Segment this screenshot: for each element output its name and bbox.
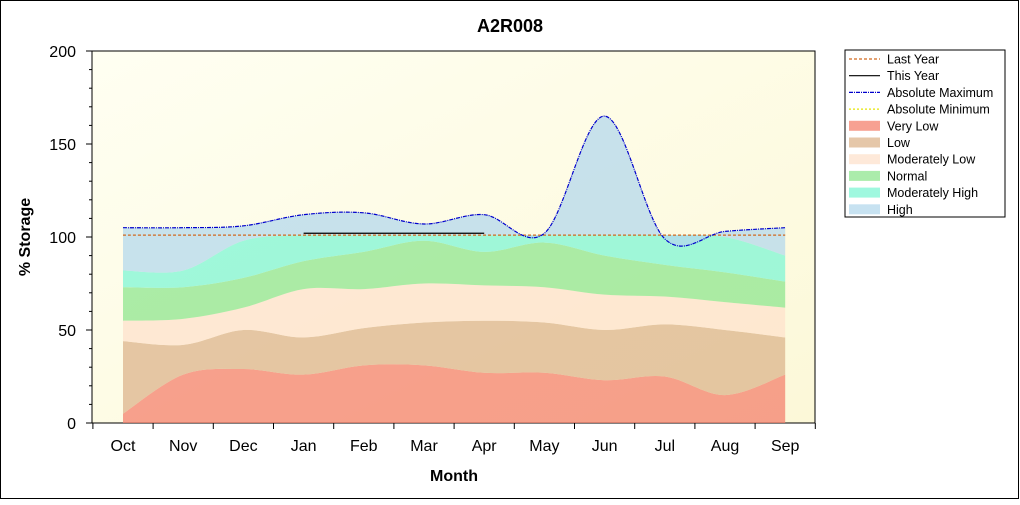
x-tick-label: Jul [655, 438, 675, 455]
band-area [123, 234, 786, 288]
y-tick-label: 50 [58, 323, 76, 340]
legend-swatch [849, 154, 880, 165]
legend-label: Absolute Maximum [887, 86, 993, 100]
x-tick-label: Jan [291, 438, 317, 455]
chart-title: A2R008 [477, 16, 543, 36]
x-tick-label: Dec [229, 438, 257, 455]
x-tick-label: Aug [711, 438, 739, 455]
legend-label: Low [887, 136, 911, 150]
legend-label: High [887, 203, 913, 217]
legend-label: This Year [887, 69, 939, 83]
y-tick-label: 200 [49, 44, 76, 61]
band-area [123, 320, 786, 414]
y-axis-label: % Storage [17, 198, 34, 276]
legend-label: Absolute Minimum [887, 103, 990, 117]
band-area [123, 283, 786, 346]
legend-swatch [849, 170, 880, 181]
x-tick-label: Sep [771, 438, 800, 455]
legend-swatch [849, 120, 880, 131]
legend-swatch [849, 187, 880, 198]
legend-label: Normal [887, 169, 927, 183]
y-tick-label: 0 [67, 416, 76, 433]
x-tick-label: May [529, 438, 559, 455]
band-area [123, 240, 786, 321]
x-tick-label: Nov [169, 438, 197, 455]
x-axis-label: Month [430, 468, 478, 485]
legend-label: Moderately High [887, 186, 978, 200]
legend-swatch [849, 137, 880, 148]
y-tick-label: 100 [49, 230, 76, 247]
x-tick-label: Jun [592, 438, 618, 455]
band-area [123, 364, 786, 423]
legend-label: Moderately Low [887, 153, 976, 167]
x-tick-label: Oct [111, 438, 136, 455]
plot [122, 115, 786, 423]
band-area [123, 116, 786, 273]
x-tick-label: Apr [472, 438, 498, 455]
x-tick-label: Feb [350, 438, 378, 455]
x-tick-label: Mar [410, 438, 438, 455]
legend-label: Very Low [887, 119, 939, 133]
y-tick-label: 150 [49, 137, 76, 154]
legend-swatch [849, 204, 880, 215]
series-line [122, 115, 786, 247]
legend-label: Last Year [887, 53, 939, 67]
